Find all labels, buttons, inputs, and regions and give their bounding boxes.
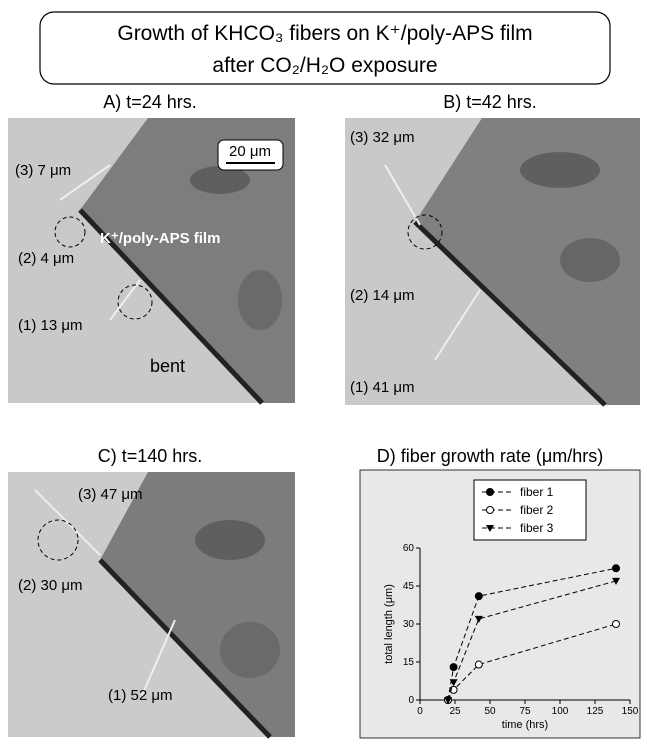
chart-title: D) fiber growth rate (μm/hrs) [377,446,603,466]
y-axis-label: total length (μm) [383,584,395,664]
legend-label: fiber 1 [520,485,554,499]
marker [487,507,494,514]
title-line: after CO₂/H₂O exposure [212,54,437,77]
micrograph [345,118,640,405]
marker [475,593,482,600]
marker [475,661,482,668]
x-tick-label: 100 [552,706,569,717]
page: Growth of KHCO₃ fibers on K⁺/poly-APS fi… [0,0,649,747]
annotation: (2) 30 μm [18,577,83,594]
marker [613,565,620,572]
y-tick-label: 30 [403,619,415,630]
panel-label: C) t=140 hrs. [98,446,203,466]
figure: Growth of KHCO₃ fibers on K⁺/poly-APS fi… [0,0,649,742]
annotation: (1) 41 μm [350,379,415,396]
annotation: (3) 32 μm [350,129,415,146]
annotation: (2) 4 μm [18,250,74,267]
annotation: (3) 47 μm [78,486,143,503]
y-tick-label: 15 [403,657,415,668]
y-tick-label: 45 [403,581,415,592]
legend-label: fiber 2 [520,503,554,517]
scale-label: 20 μm [229,143,271,160]
annotation: (3) 7 μm [15,162,71,179]
legend-label: fiber 3 [520,521,554,535]
panel-label: A) t=24 hrs. [103,92,197,112]
panel-label: B) t=42 hrs. [443,92,537,112]
annotation: (1) 13 μm [18,317,83,334]
annotation: bent [150,356,185,376]
x-tick-label: 75 [519,706,531,717]
x-tick-label: 125 [587,706,604,717]
x-tick-label: 25 [449,706,461,717]
title-line: Growth of KHCO₃ fibers on K⁺/poly-APS fi… [117,22,532,45]
x-tick-label: 0 [417,706,423,717]
x-tick-label: 50 [484,706,496,717]
y-tick-label: 0 [408,695,414,706]
marker [487,489,494,496]
annotation: K⁺/poly-APS film [100,230,220,247]
marker [450,664,457,671]
x-axis-label: time (hrs) [502,719,548,731]
y-tick-label: 60 [403,543,415,554]
marker [613,621,620,628]
annotation: (2) 14 μm [350,287,415,304]
annotation: (1) 52 μm [108,687,173,704]
x-tick-label: 150 [622,706,639,717]
